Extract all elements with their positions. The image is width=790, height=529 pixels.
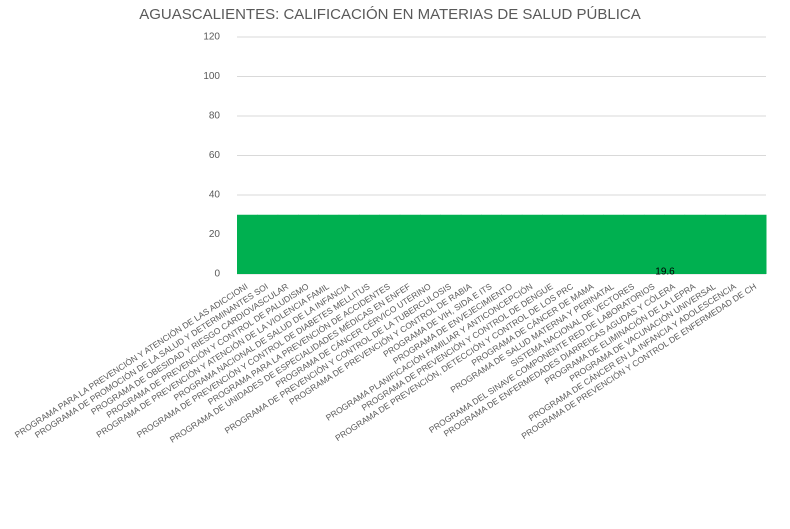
bar — [379, 214, 401, 274]
bar — [277, 214, 299, 274]
chart-title: AGUASCALIENTES: CALIFICACIÓN EN MATERIAS… — [139, 6, 641, 23]
bar — [521, 214, 543, 274]
bar — [318, 214, 340, 274]
y-tick-label: 120 — [203, 32, 220, 43]
bar — [440, 214, 462, 274]
bar — [725, 214, 747, 274]
y-tick-label: 40 — [209, 190, 221, 201]
bar — [623, 214, 645, 274]
bar — [338, 214, 360, 274]
bar — [359, 214, 380, 274]
bar — [420, 214, 441, 274]
y-tick-label: 60 — [209, 150, 221, 161]
y-tick-label: 100 — [203, 71, 220, 82]
bar — [298, 214, 319, 274]
bar — [582, 214, 604, 274]
bar — [562, 214, 584, 274]
bar — [745, 214, 767, 274]
bar — [481, 214, 502, 274]
bar — [257, 214, 279, 274]
bar — [399, 214, 421, 274]
bar — [704, 214, 726, 274]
bar — [237, 214, 258, 274]
y-tick-label: 80 — [209, 111, 221, 122]
bar — [542, 214, 564, 274]
annotation: 19.6 — [655, 267, 675, 278]
bar — [603, 214, 625, 274]
y-tick-label: 0 — [214, 269, 220, 280]
bar — [643, 214, 665, 274]
y-tick-label: 20 — [209, 229, 221, 240]
bar — [684, 214, 706, 274]
bar — [460, 214, 482, 274]
bar — [664, 214, 686, 274]
bar — [501, 214, 523, 274]
